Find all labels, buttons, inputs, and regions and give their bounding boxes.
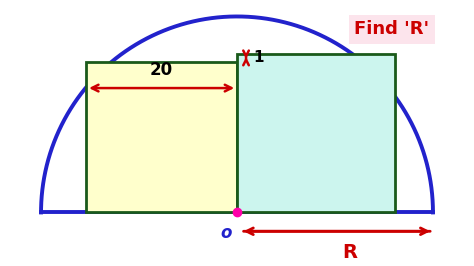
Text: o: o [220, 224, 231, 242]
Text: Find 'R': Find 'R' [354, 20, 429, 38]
Bar [237, 54, 395, 213]
Bar [86, 62, 237, 213]
Text: R: R [343, 243, 357, 261]
Text: 20: 20 [150, 61, 173, 79]
Text: 1: 1 [254, 51, 264, 65]
